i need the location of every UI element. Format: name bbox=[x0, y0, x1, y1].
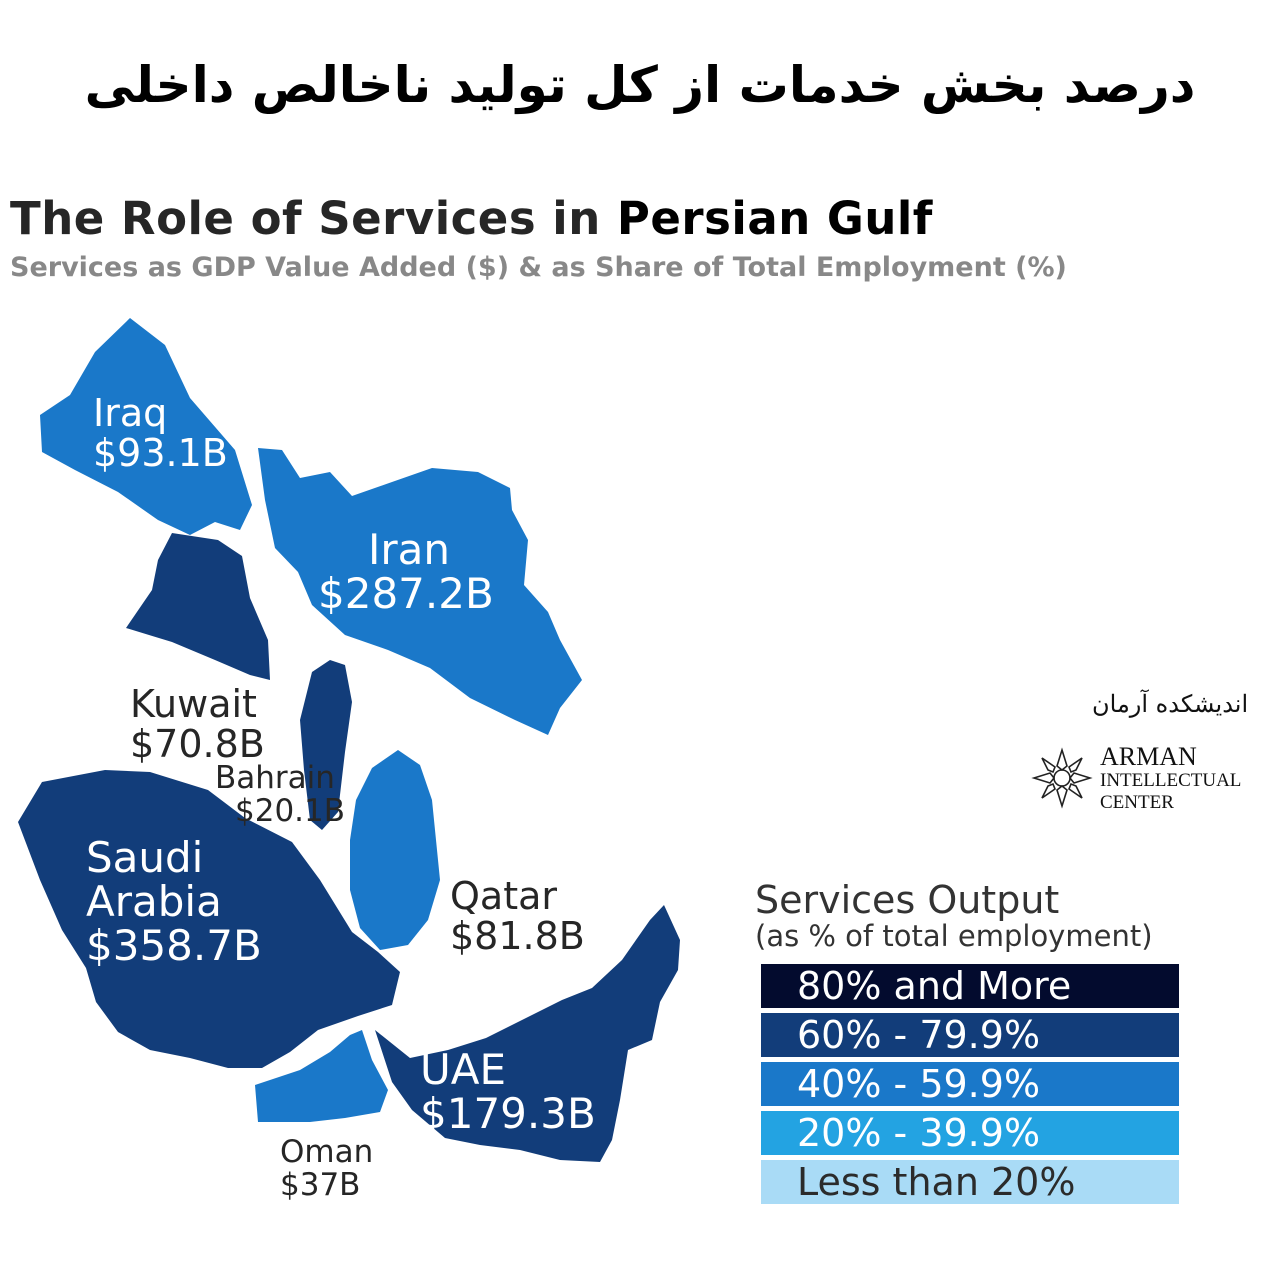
country-name-oman: Oman bbox=[280, 1134, 374, 1170]
country-name-saudi-line2: Arabia bbox=[86, 877, 222, 926]
legend-subtitle: (as % of total employment) bbox=[755, 919, 1153, 953]
country-name-saudi-line1: Saudi bbox=[86, 833, 204, 882]
logo-english-name: ARMAN INTELLECTUAL CENTER bbox=[1100, 744, 1241, 814]
title-main: The Role of Services in bbox=[10, 192, 617, 245]
country-name-qatar: Qatar bbox=[450, 874, 558, 918]
legend-item-80-plus: 80% and More bbox=[761, 964, 1179, 1008]
country-name-bahrain: Bahrain bbox=[215, 760, 335, 796]
country-label-qatar: Qatar $81.8B bbox=[450, 876, 585, 956]
chart-subtitle: Services as GDP Value Added ($) & as Sha… bbox=[10, 252, 1067, 283]
persian-gulf-map bbox=[18, 318, 680, 1162]
logo-line-arman: ARMAN bbox=[1100, 742, 1197, 771]
country-label-saudi-arabia: Saudi Arabia $358.7B bbox=[86, 836, 262, 968]
chart-title: The Role of Services in Persian Gulf bbox=[10, 192, 933, 245]
country-label-uae: UAE $179.3B bbox=[420, 1048, 596, 1136]
country-value-iran: $287.2B bbox=[318, 569, 494, 618]
country-shape-bahrain bbox=[300, 660, 352, 830]
country-shape-kuwait bbox=[126, 533, 270, 680]
country-shape-oman bbox=[255, 1030, 388, 1122]
legend-item-below-20: Less than 20% bbox=[761, 1160, 1179, 1204]
logo-line-center: CENTER bbox=[1100, 792, 1174, 813]
country-value-saudi-arabia: $358.7B bbox=[86, 921, 262, 970]
country-value-kuwait: $70.8B bbox=[130, 722, 265, 766]
country-shape-iran bbox=[258, 448, 582, 735]
country-value-iraq: $93.1B bbox=[93, 431, 228, 475]
country-name-uae: UAE bbox=[420, 1045, 507, 1094]
country-label-oman: Oman $37B bbox=[280, 1136, 373, 1202]
country-label-kuwait: Kuwait $70.8B bbox=[130, 684, 265, 764]
country-value-bahrain: $20.1B bbox=[235, 793, 346, 829]
legend-item-40-59: 40% - 59.9% bbox=[761, 1062, 1179, 1106]
country-shape-saudi-arabia bbox=[18, 770, 400, 1068]
country-value-oman: $37B bbox=[280, 1167, 361, 1203]
legend: Services Output (as % of total employmen… bbox=[755, 880, 1179, 1209]
country-name-kuwait: Kuwait bbox=[130, 682, 257, 726]
country-value-uae: $179.3B bbox=[420, 1089, 596, 1138]
country-value-qatar: $81.8B bbox=[450, 914, 585, 958]
country-name-iraq: Iraq bbox=[93, 391, 168, 435]
title-accent: Persian Gulf bbox=[616, 192, 933, 245]
country-shape-uae bbox=[375, 905, 680, 1162]
logo-persian-name: اندیشکده آرمان bbox=[1092, 690, 1249, 718]
country-name-iran: Iran bbox=[368, 525, 451, 574]
flower-emblem-icon bbox=[1031, 747, 1093, 809]
country-shape-iraq bbox=[40, 318, 252, 535]
logo-line-intellectual: INTELLECTUAL bbox=[1100, 770, 1242, 791]
country-label-iran: Iran $287.2B bbox=[318, 528, 494, 616]
country-label-iraq: Iraq $93.1B bbox=[93, 393, 228, 473]
arman-logo: اندیشکده آرمان ARMAN INTELLECTUAL CENTER bbox=[1030, 690, 1260, 830]
legend-item-20-39: 20% - 39.9% bbox=[761, 1111, 1179, 1155]
country-shape-qatar bbox=[350, 750, 440, 950]
legend-title: Services Output bbox=[755, 878, 1060, 922]
persian-title: درصد بخش خدمات از کل تولید ناخالص داخلی bbox=[84, 56, 1196, 114]
country-label-bahrain: Bahrain $20.1B bbox=[215, 762, 345, 828]
legend-item-60-79: 60% - 79.9% bbox=[761, 1013, 1179, 1057]
